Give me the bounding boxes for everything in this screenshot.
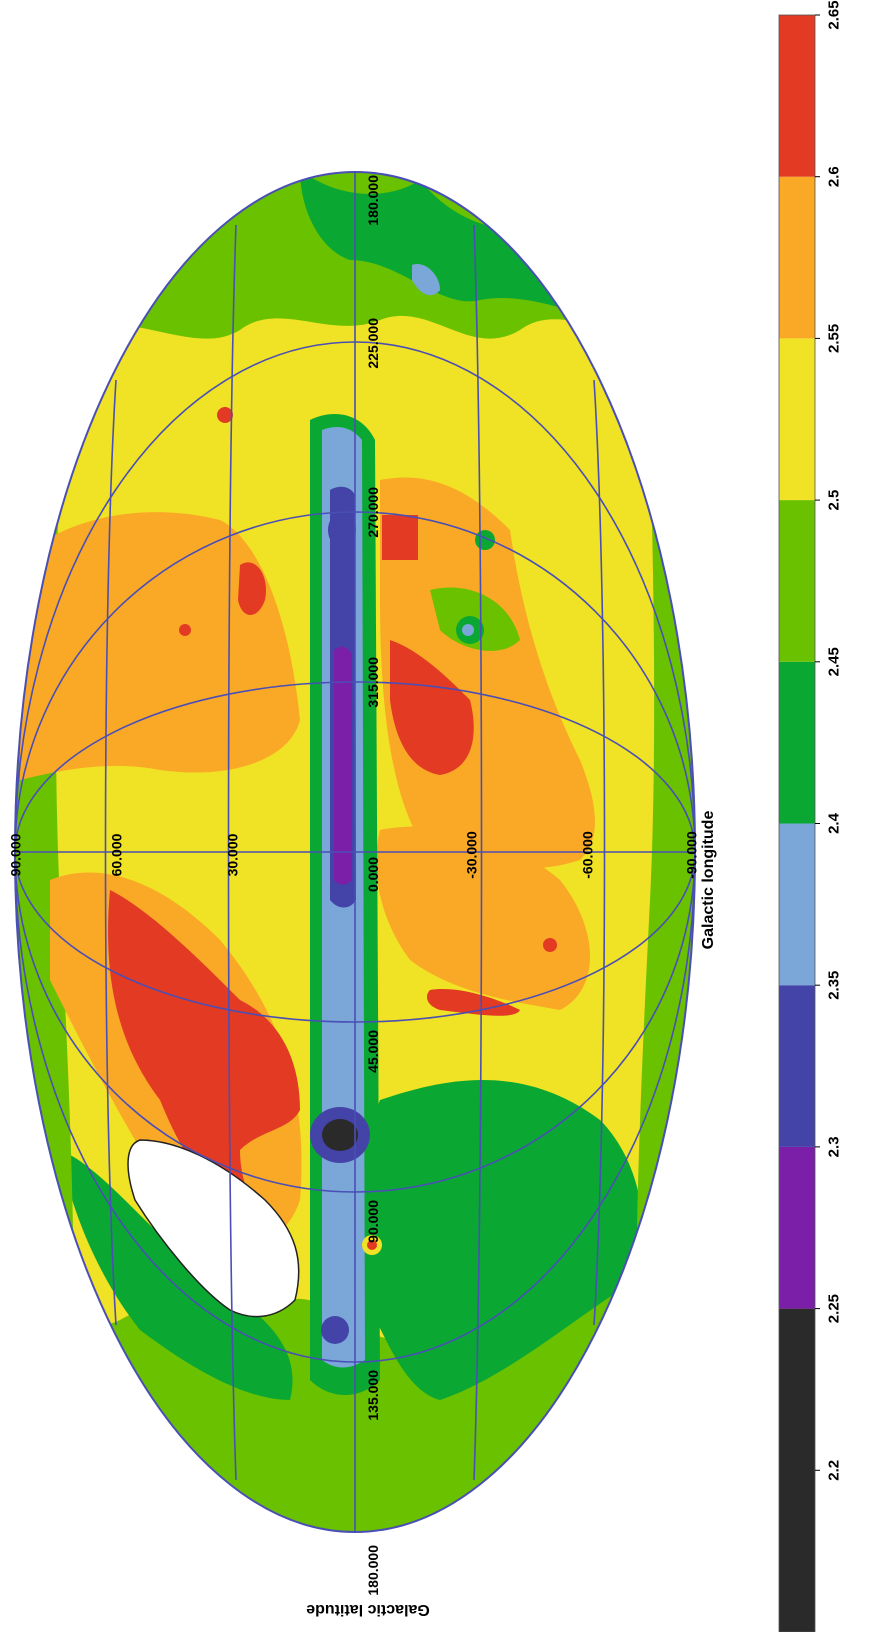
lon-label-1: 225.000 (365, 318, 381, 369)
longitude-labels: 180.000 225.000 270.000 315.000 0.000 45… (365, 175, 381, 1596)
region-red-dot-plane-core (367, 1240, 377, 1250)
region-lightblue-blob-top (412, 264, 440, 296)
lat-label-0: 90.000 (7, 833, 23, 876)
colorbar: 2.2 2.25 2.3 2.35 2.4 2.45 2.5 2.55 2.6 2.65 (778, 0, 842, 1632)
region-red-right (390, 640, 474, 775)
region-darkgreen-left-bottom (60, 1150, 293, 1400)
lat-label-4: -30.000 (463, 831, 479, 879)
colorbar-label-6: 2.5 (825, 490, 842, 511)
region-plane-blue-node-2 (321, 1316, 349, 1344)
lat-label-5: -60.000 (579, 831, 595, 879)
lon-label-5: 45.000 (365, 1030, 381, 1073)
colorbar-label-3: 2.35 (825, 971, 842, 1000)
colorbar-label-2: 2.3 (825, 1136, 842, 1157)
region-plane-blue-node-3 (328, 512, 356, 548)
masked-region (127, 1139, 300, 1318)
region-red-streak (427, 989, 520, 1016)
region-orange-right-mid (376, 826, 590, 1010)
region-red-right-small (382, 515, 418, 560)
parallel-30 (227, 224, 237, 1481)
lon-label-0: 180.000 (365, 175, 381, 226)
colorbar-bin-0 (779, 1308, 815, 1632)
region-red-dot (543, 938, 557, 952)
region-red-mid-small (238, 562, 266, 615)
lon-label-2: 270.000 (365, 487, 381, 538)
x-axis-title: Galactic longitude (700, 811, 717, 950)
lon-label-8: 180.000 (365, 1545, 381, 1596)
lon-label-7: 135.000 (365, 1370, 381, 1421)
parallel-60 (104, 379, 117, 1326)
parallel-minus30 (473, 224, 483, 1481)
region-red-dot-3 (179, 624, 191, 636)
colorbar-label-7: 2.55 (825, 324, 842, 353)
region-red-large (108, 890, 300, 1220)
region-plane-purple (334, 646, 352, 885)
colorbar-bin-6 (779, 338, 815, 501)
lon-label-6: 90.000 (365, 1200, 381, 1243)
region-lightblue-dot (462, 624, 474, 636)
lat-label-2: 30.000 (224, 833, 240, 876)
lat-label-1: 60.000 (108, 833, 124, 876)
colorbar-bin-5 (779, 500, 815, 662)
colorbar-label-5: 2.45 (825, 647, 842, 676)
graticule (14, 171, 696, 1533)
colorbar-label-0: 2.2 (825, 1460, 842, 1481)
colorbar-bin-4 (779, 661, 815, 824)
colorbar-label-1: 2.25 (825, 1294, 842, 1323)
region-red-dot-2 (217, 407, 233, 423)
lon-label-4: 0.000 (365, 857, 381, 892)
colorbar-label-4: 2.4 (825, 812, 842, 834)
colorbar-bin-7 (779, 176, 815, 339)
region-darkgreen-bottom (356, 1080, 642, 1400)
parallel-minus60 (593, 379, 606, 1326)
colorbar-label-8: 2.6 (825, 166, 842, 187)
colorbar-bin-1 (779, 1146, 815, 1309)
colorbar-bin-3 (779, 823, 815, 986)
y-axis-title: Galactic latitude (306, 1601, 430, 1618)
lon-label-3: 315.000 (365, 657, 381, 708)
colorbar-bin-8 (779, 15, 815, 177)
lat-label-6: -90.000 (683, 831, 699, 879)
colorbar-bin-2 (779, 985, 815, 1147)
colorbar-label-9: 2.65 (825, 0, 842, 29)
region-plane-black-node (322, 1119, 358, 1151)
latitude-labels: 90.000 60.000 30.000 -30.000 -60.000 -90… (7, 831, 699, 879)
